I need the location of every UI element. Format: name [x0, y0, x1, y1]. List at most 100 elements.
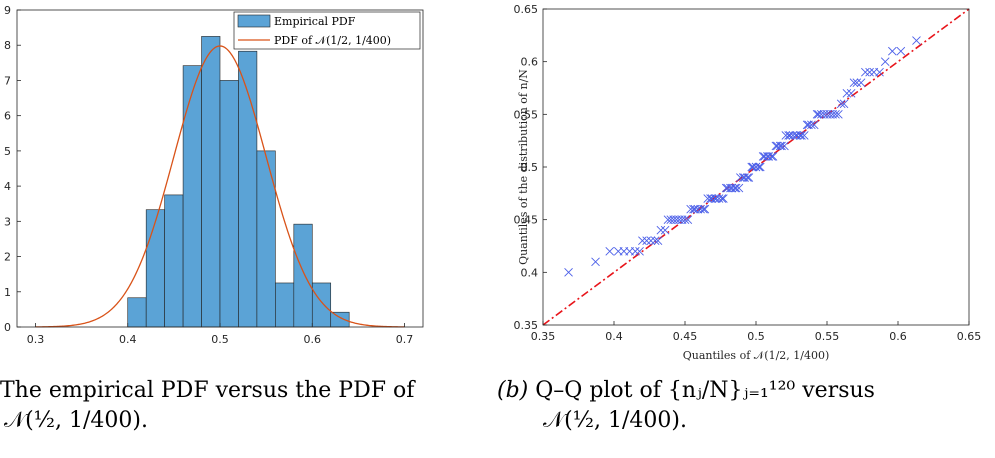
- histogram-x-tick-label: 0.7: [396, 333, 414, 345]
- qq-point: [680, 215, 690, 224]
- qq-point: [630, 246, 640, 256]
- qq-point: [736, 173, 745, 182]
- qq-point: [880, 57, 890, 66]
- caption-b-line2: 𝒩(½, 1/400).: [543, 408, 687, 433]
- qq-point: [743, 173, 752, 182]
- qq-point: [686, 204, 695, 214]
- qq-point: [707, 194, 717, 203]
- qq-point: [710, 194, 720, 203]
- qq-point: [856, 78, 866, 88]
- qq-y-tick-label: 0.45: [514, 214, 539, 227]
- qq-point: [642, 236, 651, 246]
- histogram-y-tick-label: 5: [4, 145, 11, 158]
- histogram-legend: Empirical PDF PDF of 𝒩(1/2, 1/400): [233, 11, 421, 50]
- qq-point: [719, 194, 728, 203]
- qq-point: [767, 152, 776, 161]
- qq-point: [809, 120, 819, 130]
- qq-point: [836, 99, 846, 109]
- qq-point: [635, 246, 644, 256]
- histogram-y-tick-label: 6: [4, 110, 11, 123]
- qq-point: [775, 141, 785, 151]
- qq-x-tick-label: 0.45: [673, 330, 698, 343]
- qq-y-tick-label: 0.35: [514, 319, 539, 332]
- qq-point: [744, 173, 754, 182]
- qq-point: [717, 194, 727, 203]
- qq-point: [703, 194, 713, 203]
- qq-plot-chart: 0.35 0.4 0.45 0.5 0.55 0.6 0.65 0.35 0.4 0.45 0.5 0…: [514, 3, 982, 362]
- qq-point: [699, 204, 708, 214]
- histogram-y-tick-label: 7: [4, 74, 11, 87]
- histogram-x-tick-label: 0.3: [27, 333, 45, 345]
- qq-point: [912, 36, 921, 45]
- qq-point: [846, 88, 856, 98]
- qq-point: [777, 141, 786, 151]
- qq-point: [852, 78, 862, 88]
- qq-point: [731, 183, 741, 193]
- qq-point: [764, 152, 774, 161]
- qq-point: [839, 99, 849, 109]
- histogram-chart: 0.3 0.4 0.5 0.6 0.7 0 1 2 3 4 5 6 7 8 9 Empirical PDF …: [4, 4, 424, 345]
- legend-swatch-bars: [237, 14, 271, 28]
- qq-point: [591, 257, 600, 267]
- histogram-y-tick-label: 1: [4, 286, 11, 299]
- qq-point: [605, 246, 615, 256]
- qq-point: [799, 131, 809, 140]
- qq-point: [714, 194, 724, 203]
- histogram-y-tick-label: 9: [4, 4, 11, 17]
- histogram-y-tick-label: 2: [4, 251, 11, 264]
- qq-point: [795, 131, 805, 140]
- qq-point: [730, 183, 740, 193]
- normal-pdf-curve: [35, 45, 405, 328]
- histogram-y-tick-label: 4: [4, 180, 11, 193]
- qq-point: [760, 152, 769, 161]
- qq-point: [772, 141, 782, 151]
- qq-point: [842, 88, 852, 98]
- qq-point: [751, 162, 761, 172]
- qq-y-tick-label: 0.5: [521, 161, 539, 174]
- qq-point: [740, 173, 749, 182]
- qq-y-axis-label: Quantiles of the distribution of n/N: [517, 69, 530, 265]
- qq-x-tick-label: 0.65: [957, 330, 982, 343]
- histogram-y-tick-label: 8: [4, 39, 11, 52]
- qq-point: [831, 110, 840, 119]
- legend-entry-normal: PDF of 𝒩(1/2, 1/400): [274, 34, 391, 47]
- qq-x-tick-label: 0.6: [889, 330, 907, 343]
- qq-point: [747, 162, 757, 172]
- qq-point: [683, 215, 693, 224]
- histogram-x-tick-label: 0.6: [304, 333, 322, 345]
- qq-point: [660, 225, 670, 235]
- histogram-x-tick-label: 0.5: [211, 333, 229, 345]
- qq-point: [834, 110, 843, 119]
- qq-point: [754, 162, 764, 172]
- qq-point: [865, 67, 874, 77]
- qq-x-tick-label: 0.4: [605, 330, 623, 343]
- qq-point: [896, 46, 906, 56]
- qq-point: [807, 120, 816, 130]
- qq-y-tick-label: 0.55: [514, 108, 539, 121]
- qq-x-tick-label: 0.55: [815, 330, 840, 343]
- qq-point: [768, 152, 778, 161]
- qq-point: [656, 225, 666, 235]
- qq-point: [723, 183, 732, 193]
- caption-b: (b) Q–Q plot of {nⱼ/N}ⱼ₌₁¹²⁰ versus 𝒩(½,…: [497, 376, 875, 436]
- qq-point: [700, 204, 710, 214]
- qq-x-tick-label: 0.5: [747, 330, 765, 343]
- qq-point: [812, 110, 822, 119]
- qq-point: [780, 141, 789, 151]
- qq-point: [696, 204, 705, 214]
- qq-point: [646, 236, 656, 246]
- qq-point: [650, 236, 660, 246]
- caption-a: The empirical PDF versus the PDF of 𝒩(½,…: [0, 376, 414, 436]
- qq-point: [755, 162, 765, 172]
- qq-point: [788, 131, 798, 140]
- qq-point: [888, 46, 897, 56]
- qq-point: [802, 120, 812, 130]
- caption-b-line1: (b) Q–Q plot of {nⱼ/N}ⱼ₌₁¹²⁰ versus: [497, 378, 875, 403]
- qq-point: [727, 183, 737, 193]
- histogram-y-tick-label: 0: [4, 321, 11, 334]
- qq-point: [792, 131, 802, 140]
- qq-y-tick-label: 0.6: [521, 56, 539, 69]
- histogram-x-tick-label: 0.4: [119, 333, 137, 345]
- qq-x-axis-label: Quantiles of 𝒩(1/2, 1/400): [683, 349, 830, 362]
- legend-entry-empirical: Empirical PDF: [274, 15, 356, 28]
